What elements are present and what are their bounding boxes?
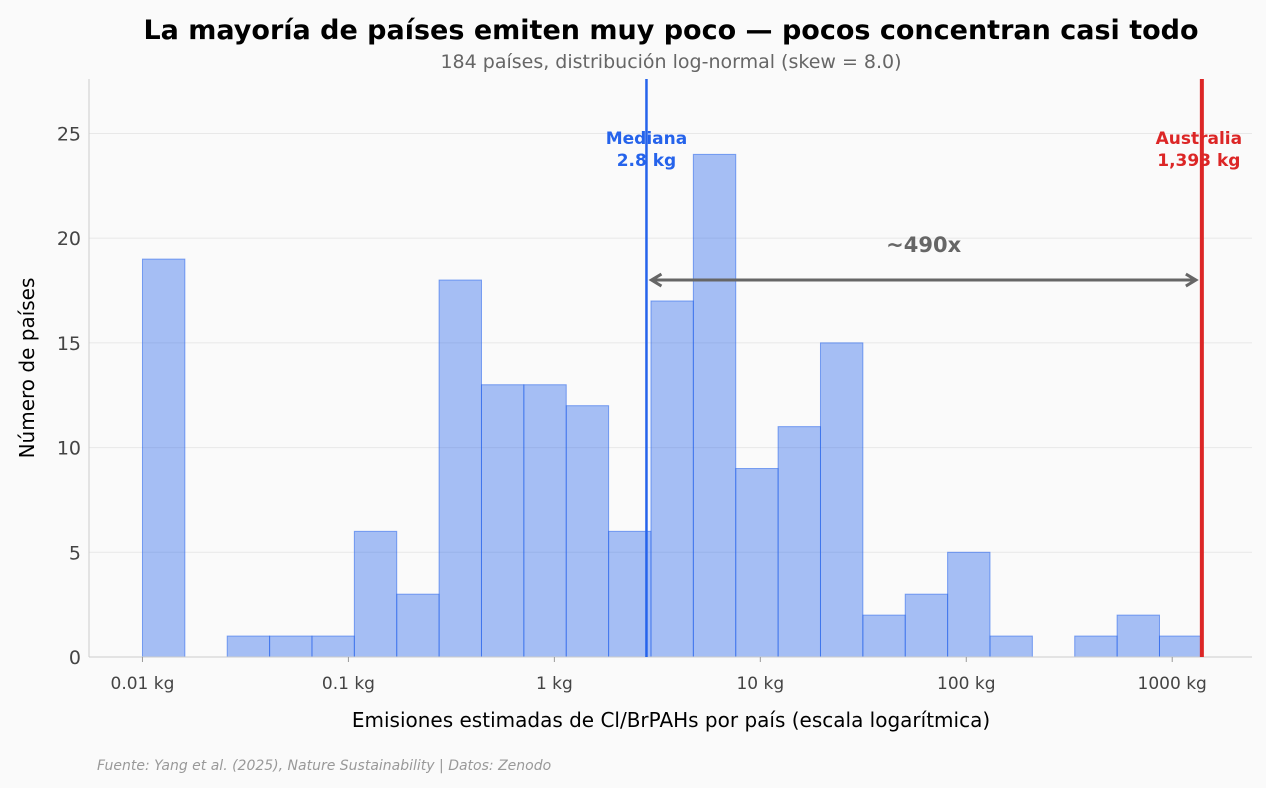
source-footnote: Fuente: Yang et al. (2025), Nature Susta… [97,758,551,774]
histogram-bar [269,635,313,658]
x-tick-label: 100 kg [937,674,996,694]
y-tick-label: 25 [57,123,81,145]
histogram-bar [438,279,482,658]
histogram-bar [1158,635,1203,658]
histogram-bar [608,530,652,658]
histogram-bar [1116,614,1160,658]
histogram-bar [947,551,991,658]
histogram-bar [819,342,864,658]
histogram-bar [777,426,821,658]
histogram-bar [904,593,949,658]
y-axis-label: Número de países [15,278,39,459]
histogram-bar [523,384,567,658]
histogram-bar [692,153,737,658]
arrow-head-right-icon [1185,272,1199,288]
max-value-label: 1,393 kg [1157,151,1240,171]
x-tick-label: 1 kg [536,674,573,694]
histogram-bar [141,258,186,658]
y-tick-label: 0 [69,647,81,669]
max-label: Australia [1156,129,1243,149]
y-tick-label: 20 [57,228,81,250]
y-tick-label: 15 [57,333,81,355]
histogram-bar [226,635,271,658]
histogram-bar [565,405,610,658]
histogram-bar [650,300,694,658]
x-tick-label: 10 kg [736,674,784,694]
chart-title: La mayoría de países emiten muy poco — p… [143,15,1198,46]
y-tick-label: 10 [57,438,81,460]
histogram-bar [735,468,779,658]
x-axis-label: Emisiones estimadas de Cl/BrPAHs por paí… [352,708,990,732]
y-tick-label: 5 [69,542,81,564]
arrow-head-left-icon [648,272,663,288]
median-value-label: 2.8 kg [617,151,677,171]
histogram-bar [1074,635,1118,658]
histogram-bar [862,614,906,658]
histogram-bar [989,635,1033,658]
histogram-bar [480,384,525,658]
ratio-label: ~490x [886,233,961,257]
x-tick-label: 1000 kg [1138,674,1207,694]
median-label: Mediana [606,129,688,149]
x-tick-label: 0.1 kg [322,674,375,694]
chart-subtitle: 184 países, distribución log-normal (ske… [440,51,901,73]
histogram-bar [311,635,355,658]
histogram-bar [396,593,440,658]
x-tick-label: 0.01 kg [111,674,175,694]
histogram-bar [353,530,398,658]
